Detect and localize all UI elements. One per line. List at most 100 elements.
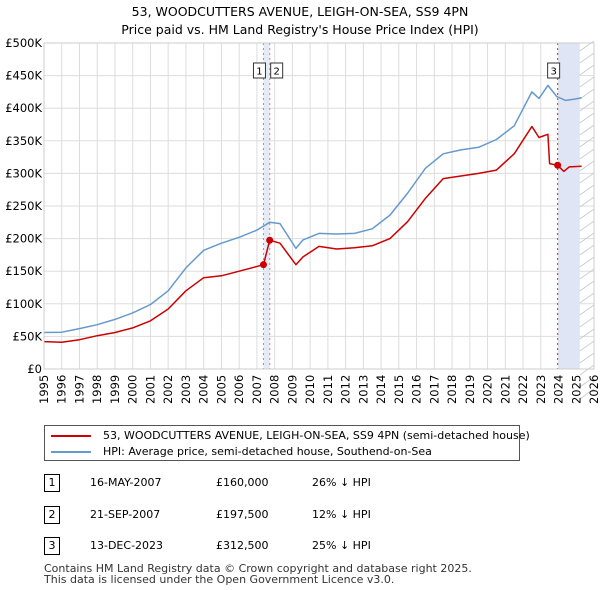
y-tick-label: £350K xyxy=(5,134,42,148)
hatch-line xyxy=(579,340,595,352)
x-tick-label: 1998 xyxy=(90,375,104,404)
y-tick-label: £300K xyxy=(5,166,42,180)
y-tick-label: £450K xyxy=(5,69,42,83)
transaction-badge: 2 xyxy=(44,506,60,524)
hatch-line xyxy=(579,232,595,244)
footer-licence: This data is licensed under the Open Gov… xyxy=(44,573,395,586)
hatch-line xyxy=(579,160,595,172)
x-tick-label: 2000 xyxy=(126,375,140,404)
x-tick-label: 2025 xyxy=(569,375,583,404)
hatch-line xyxy=(579,376,595,388)
x-tick-label: 2017 xyxy=(427,375,441,404)
legend-label-hpi: HPI: Average price, semi-detached house,… xyxy=(103,445,432,458)
y-tick-label: £100K xyxy=(5,297,42,311)
transaction-price: £160,000 xyxy=(216,476,269,489)
hatch-line xyxy=(579,244,595,256)
hatch-line xyxy=(579,112,595,124)
x-tick-label: 2019 xyxy=(463,375,477,404)
x-tick-label: 2018 xyxy=(445,375,459,404)
transaction-hpi-delta: 25% ↓ HPI xyxy=(312,539,371,552)
x-tick-label: 2021 xyxy=(498,375,512,404)
hatch-line xyxy=(579,76,595,88)
transaction-date: 16-MAY-2007 xyxy=(90,476,162,489)
x-tick-label: 2013 xyxy=(356,375,370,404)
transaction-label-box xyxy=(252,62,266,79)
transaction-point xyxy=(554,161,562,169)
y-tick-label: £0 xyxy=(27,362,42,376)
transaction-hpi-delta: 26% ↓ HPI xyxy=(312,476,371,489)
legend-label-property: 53, WOODCUTTERS AVENUE, LEIGH-ON-SEA, SS… xyxy=(103,429,530,442)
series-line xyxy=(43,125,582,344)
hatch-line xyxy=(579,52,595,64)
transaction-date: 21-SEP-2007 xyxy=(90,508,161,521)
hatch-line xyxy=(579,136,595,148)
hatch-line xyxy=(579,352,595,364)
transaction-label: 1 xyxy=(256,67,262,78)
hatch-line xyxy=(579,316,595,328)
hatch-line xyxy=(579,124,595,136)
chart-title: 53, WOODCUTTERS AVENUE, LEIGH-ON-SEA, SS… xyxy=(131,4,469,19)
hatch-line xyxy=(579,148,595,160)
x-tick-label: 2008 xyxy=(268,375,282,404)
plot-border xyxy=(43,42,595,370)
transaction-price: £197,500 xyxy=(216,508,269,521)
x-tick-label: 1995 xyxy=(37,375,51,404)
x-tick-label: 2016 xyxy=(410,375,424,404)
x-tick-label: 2001 xyxy=(143,375,157,404)
footer-copyright: Contains HM Land Registry data © Crown c… xyxy=(44,562,472,575)
y-tick-label: £150K xyxy=(5,264,42,278)
hatch-line xyxy=(579,172,595,184)
x-tick-label: 2011 xyxy=(321,375,335,404)
hatch-line xyxy=(579,184,595,196)
x-tick-label: 2023 xyxy=(534,375,548,404)
transaction-point xyxy=(266,236,274,244)
hatch-line xyxy=(579,88,595,100)
transaction-point xyxy=(259,261,267,269)
transaction-band xyxy=(263,43,270,369)
hatch-line xyxy=(579,196,595,208)
hatch-line xyxy=(579,388,595,400)
x-tick-label: 2012 xyxy=(339,375,353,404)
y-tick-label: £250K xyxy=(5,199,42,213)
x-tick-label: 2002 xyxy=(161,375,175,404)
shaded-region xyxy=(558,43,580,369)
footer-attribution: Contains HM Land Registry data © Crown c… xyxy=(44,563,472,585)
x-tick-label: 2022 xyxy=(516,375,530,404)
hatch-line xyxy=(579,268,595,280)
x-tick-label: 1999 xyxy=(108,375,122,404)
legend-swatch-hpi xyxy=(51,451,91,453)
price-chart: 1 2 3 £0 £50K £100K £150K £200K £250K £300K £350K £… xyxy=(5,36,600,404)
hatch-line xyxy=(579,208,595,220)
hatch-line xyxy=(579,328,595,340)
transaction-label-box xyxy=(547,62,561,79)
x-tick-label: 2026 xyxy=(587,375,600,404)
y-tick-label: £200K xyxy=(5,232,42,246)
transaction-date: 13-DEC-2023 xyxy=(90,539,164,552)
y-tick-label: £500K xyxy=(5,36,42,50)
y-tick-label: £400K xyxy=(5,101,42,115)
x-tick-label: 2003 xyxy=(179,375,193,404)
hatch-line xyxy=(579,292,595,304)
x-tick-label: 2009 xyxy=(285,375,299,404)
series-line xyxy=(43,84,582,334)
hatch-line xyxy=(579,256,595,268)
hatch-line xyxy=(579,220,595,232)
transaction-badge: 1 xyxy=(44,474,60,492)
transaction-badge: 3 xyxy=(44,537,60,555)
hatch-line xyxy=(579,280,595,292)
x-tick-label: 1997 xyxy=(72,375,86,404)
x-tick-label: 2010 xyxy=(303,375,317,404)
x-tick-label: 2006 xyxy=(232,375,246,404)
chart-subtitle: Price paid vs. HM Land Registry's House … xyxy=(121,22,479,37)
transaction-label: 3 xyxy=(550,67,556,78)
transaction-label-box xyxy=(270,62,284,79)
y-tick-label: £50K xyxy=(13,329,43,343)
x-tick-label: 2015 xyxy=(392,375,406,404)
x-tick-label: 2014 xyxy=(374,375,388,404)
x-tick-label: 2020 xyxy=(481,375,495,404)
transaction-price: £312,500 xyxy=(216,539,269,552)
x-tick-label: 2007 xyxy=(250,375,264,404)
hatch-line xyxy=(579,304,595,316)
hatched-region xyxy=(579,40,595,400)
transaction-hpi-delta: 12% ↓ HPI xyxy=(312,508,371,521)
